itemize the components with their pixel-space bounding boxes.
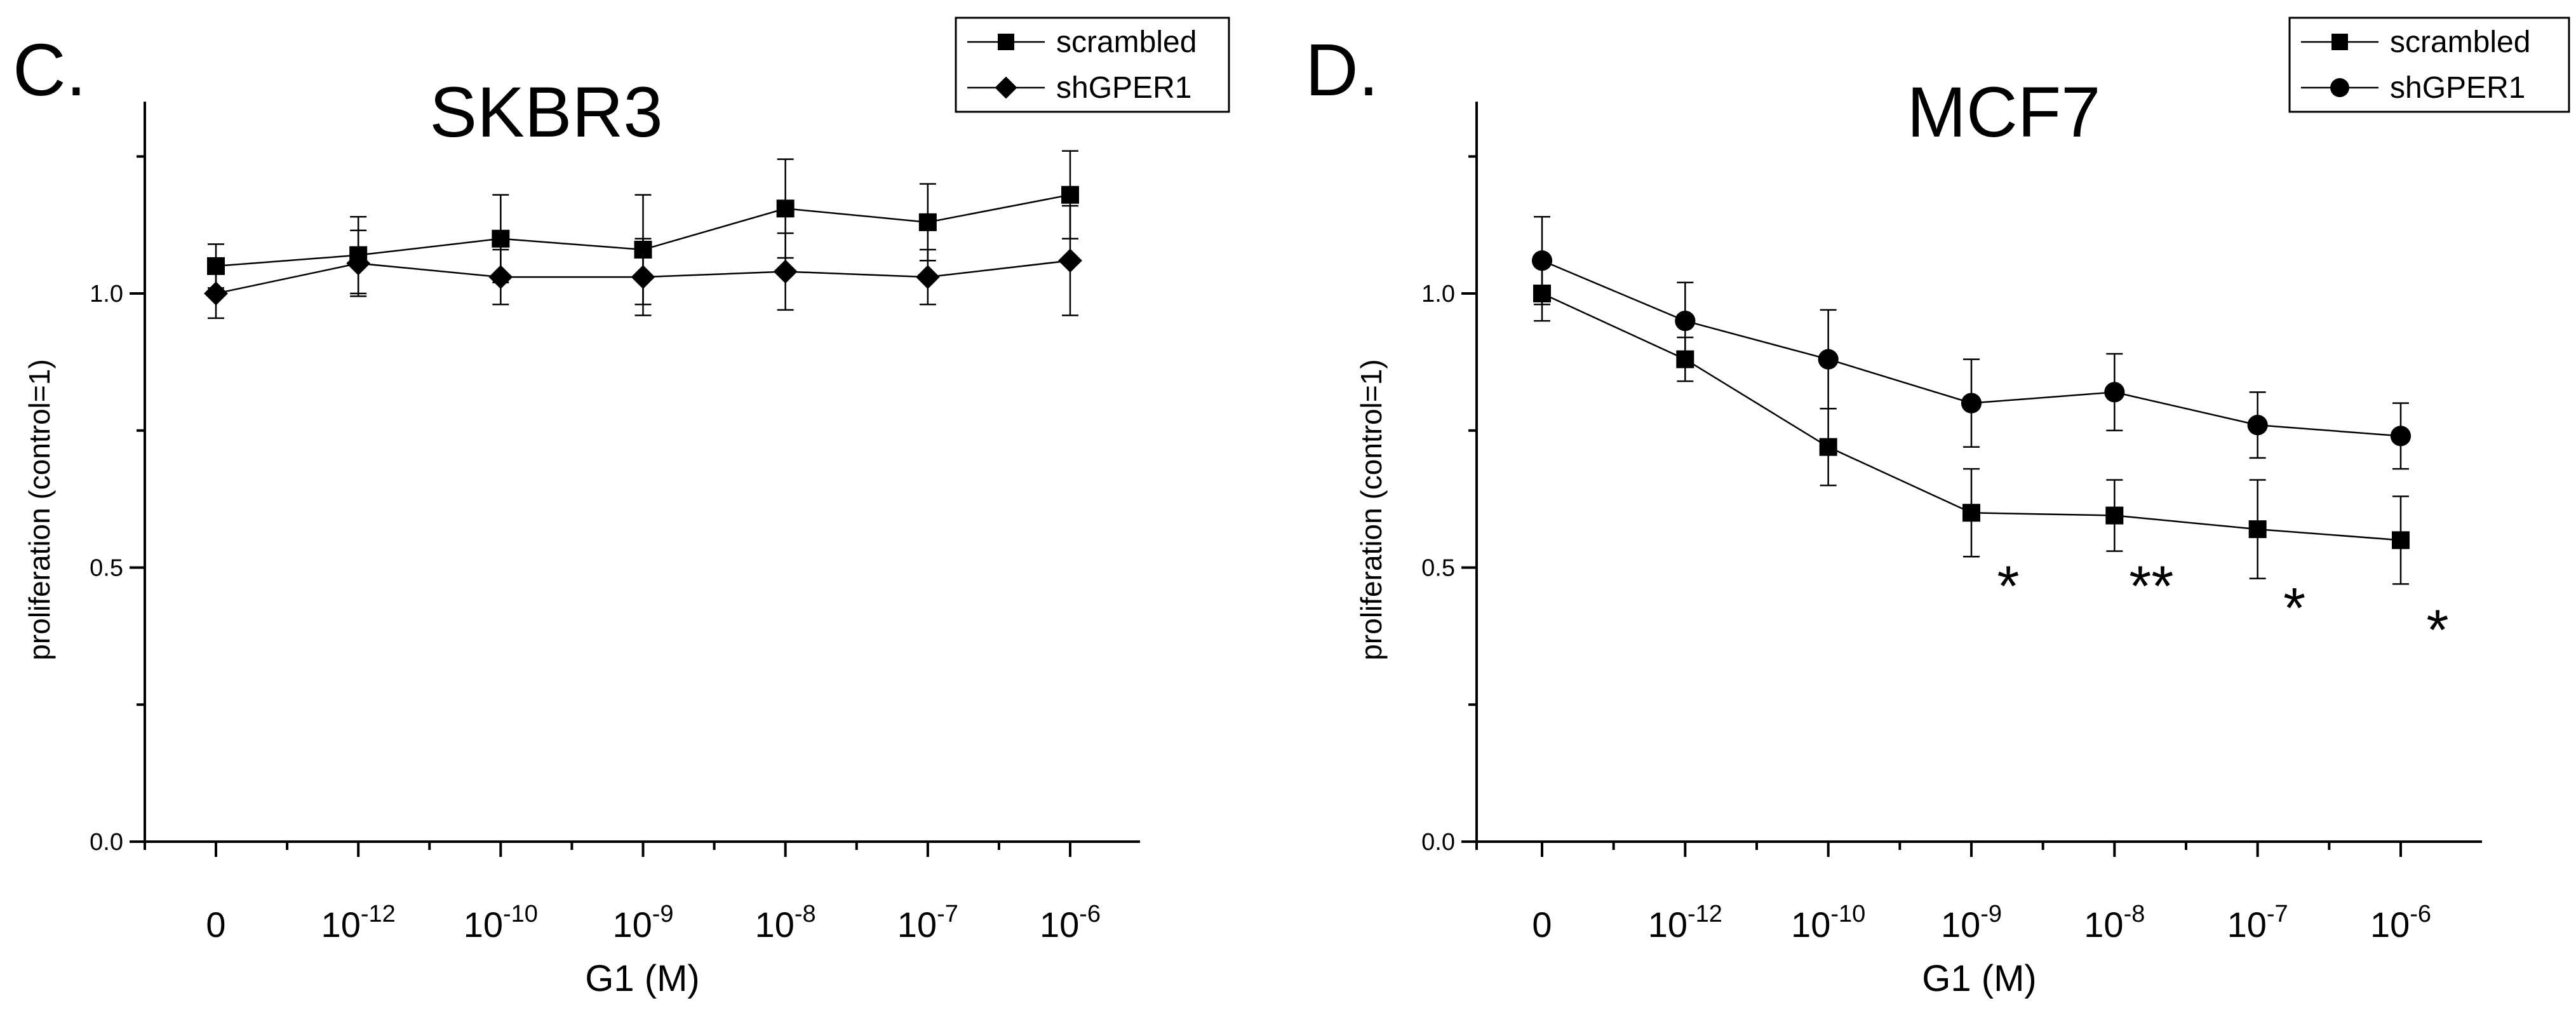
panel-letter-c: C.: [13, 29, 86, 111]
chart-title: SKBR3: [429, 72, 662, 152]
panel-letter-d: D.: [1305, 29, 1379, 111]
data-point: [1531, 250, 1553, 271]
significance-star: *: [2283, 577, 2305, 640]
data-point: [773, 259, 798, 284]
x-tick-exponent: -6: [2410, 901, 2431, 927]
data-point: [1675, 311, 1696, 332]
legend-label: shGPER1: [2390, 71, 2525, 105]
legend-label: scrambled: [2390, 25, 2530, 59]
series-shGPER1: [1531, 215, 2412, 470]
x-tick-base: 10: [464, 905, 503, 945]
x-tick-base: 10: [1648, 905, 1687, 945]
x-tick-base: 0: [206, 905, 225, 945]
data-point: [346, 251, 371, 276]
x-tick-base: 10: [897, 905, 937, 945]
x-tick-base: 10: [1941, 905, 1980, 945]
legend-label: scrambled: [1056, 25, 1197, 59]
legend-marker: [998, 34, 1014, 50]
data-point: [1961, 393, 1982, 414]
x-tick-exponent: -12: [1687, 901, 1722, 927]
legend: scrambled shGPER1: [2288, 17, 2570, 113]
x-tick-exponent: -9: [1980, 901, 2002, 927]
legend-marker: [2331, 34, 2348, 50]
x-axis-label: G1 (M): [1922, 958, 2036, 999]
x-tick-label: 10-9: [612, 901, 673, 945]
significance-star: *: [1997, 555, 2019, 619]
x-tick-exponent: -8: [2124, 901, 2145, 927]
y-tick-label: 0.5: [1421, 555, 1455, 582]
x-tick-label: 10-6: [1040, 901, 1101, 945]
x-tick-exponent: -7: [937, 901, 958, 927]
x-tick-label: 10-6: [2370, 901, 2431, 945]
x-tick-base: 0: [1532, 905, 1552, 945]
data-point: [2390, 426, 2412, 447]
y-tick-label: 0.5: [90, 555, 123, 582]
legend-marker: [2330, 78, 2349, 97]
data-point: [1819, 438, 1837, 456]
x-tick-base: 10: [2370, 905, 2410, 945]
x-tick-exponent: -8: [795, 901, 816, 927]
x-tick-exponent: -10: [503, 901, 538, 927]
x-tick-label: 10-7: [2227, 901, 2288, 945]
data-point: [1058, 248, 1082, 273]
data-point: [2104, 382, 2125, 403]
data-point: [918, 213, 937, 231]
data-point: [492, 229, 510, 248]
y-tick-label: 0.0: [1421, 829, 1455, 856]
x-tick-label: 0: [206, 905, 225, 945]
x-tick-label: 0: [1532, 905, 1552, 945]
chart-panel-skbr3: 0.00.51.00 10-12 10-10 10-9 10-8 10-7 10-6G1 (…: [23, 17, 1230, 999]
x-tick-label: 10-10: [1791, 901, 1865, 945]
legend-marker: [995, 76, 1017, 99]
x-tick-label: 10-10: [464, 901, 538, 945]
y-axis-label: proliferation (control=1): [23, 359, 56, 660]
data-point: [2247, 415, 2268, 436]
x-tick-exponent: -12: [361, 901, 396, 927]
data-point: [1061, 185, 1079, 204]
y-tick-label: 0.0: [90, 829, 123, 856]
data-point: [488, 265, 513, 290]
data-point: [915, 265, 940, 290]
x-axis-label: G1 (M): [585, 958, 699, 999]
series-scrambled: [207, 150, 1079, 306]
x-tick-base: 10: [1791, 905, 1830, 945]
y-tick-label: 1.0: [90, 281, 123, 307]
x-tick-label: 10-8: [755, 901, 816, 945]
legend: scrambled shGPER1: [955, 17, 1230, 113]
x-tick-base: 10: [2084, 905, 2123, 945]
significance-star: **: [2129, 555, 2173, 619]
x-tick-label: 10-12: [1648, 901, 1722, 945]
legend-box: [955, 17, 1230, 113]
chart-panel-mcf7: 0.00.51.00 10-12 10-10 10-9 10-8 10-7 10-6G1 (…: [1355, 17, 2570, 999]
x-tick-base: 10: [755, 905, 795, 945]
series-shGPER1: [204, 205, 1082, 320]
chart-title: MCF7: [1907, 72, 2101, 152]
y-axis-label: proliferation (control=1): [1355, 359, 1388, 660]
x-tick-label: 10-9: [1941, 901, 2002, 945]
x-tick-label: 10-12: [321, 901, 396, 945]
x-tick-base: 10: [612, 905, 652, 945]
data-point: [2392, 531, 2410, 549]
x-tick-label: 10-8: [2084, 901, 2145, 945]
data-point: [2105, 506, 2124, 525]
data-point: [204, 281, 228, 306]
legend-label: shGPER1: [1056, 71, 1191, 105]
x-tick-exponent: -7: [2267, 901, 2288, 927]
x-tick-base: 10: [1040, 905, 1079, 945]
data-point: [776, 199, 795, 218]
x-tick-base: 10: [321, 905, 361, 945]
data-point: [1962, 504, 1980, 522]
y-tick-label: 1.0: [1421, 281, 1455, 307]
significance-star: *: [2426, 599, 2448, 663]
x-tick-exponent: -9: [652, 901, 674, 927]
x-tick-label: 10-7: [897, 901, 958, 945]
data-point: [631, 265, 655, 290]
x-tick-base: 10: [2227, 905, 2267, 945]
x-tick-exponent: -10: [1830, 901, 1865, 927]
data-point: [1818, 349, 1839, 370]
x-tick-exponent: -6: [1079, 901, 1101, 927]
data-point: [2248, 520, 2267, 539]
